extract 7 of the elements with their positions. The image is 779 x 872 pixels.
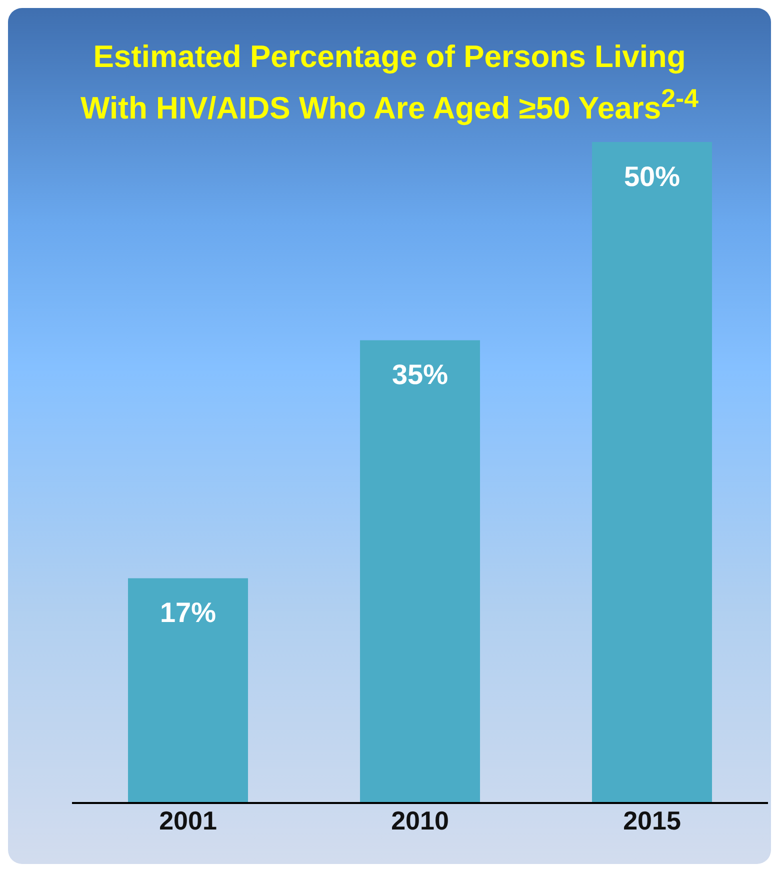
chart-title: Estimated Percentage of Persons Living With HIV/AIDS Who Are Aged ≥50 Years$^{2-4}$	[80, 38, 700, 128]
x-tick-label: 2001	[159, 805, 217, 836]
data-label: 35%	[392, 359, 448, 390]
data-label: 17%	[160, 597, 216, 628]
data-label: 50%	[624, 160, 680, 192]
x-tick-label: 2010	[391, 805, 449, 836]
x-tick-label: 2015	[623, 805, 681, 836]
